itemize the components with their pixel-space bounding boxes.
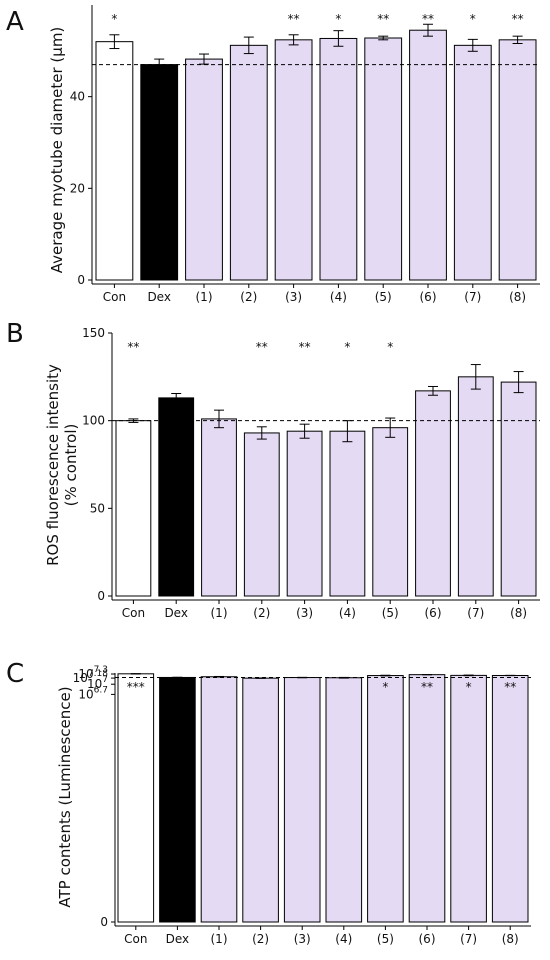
panel-a-y-tick-label: 0 (77, 273, 85, 287)
panel-a-bar-8 (453, 44, 492, 281)
panel-b-bar-4 (286, 430, 323, 597)
panel-a-x-tick-label-8: (7) (464, 290, 481, 304)
panel-b-x-tick-label-5: (4) (339, 606, 356, 620)
panel-c-x-tick-label-1: Dex (166, 932, 190, 946)
panel-a-significance-5: * (335, 12, 341, 26)
panel-b-bar-5 (329, 430, 366, 597)
panel-c-bar-4 (283, 677, 321, 923)
panel-c-x-tick-label-0: Con (124, 932, 147, 946)
panel-a-bar-4 (274, 39, 313, 281)
panel-c-x-tick-label-3: (2) (252, 932, 269, 946)
panel-c-y-tick-label: 107.18 (73, 669, 109, 685)
panel-c-bar-7 (408, 674, 446, 923)
panel-a-significance-8: * (470, 12, 476, 26)
panel-c-bar-6 (367, 675, 404, 923)
panel-c-y-tick-label: 107 (87, 675, 108, 691)
panel-a-significance-7: ** (422, 12, 434, 26)
panel-c-y-tick-label: 106.7 (78, 685, 108, 701)
panel-a-y-tick-label: 40 (70, 90, 85, 104)
panel-b-x-tick-label-0: Con (122, 606, 145, 620)
panel-b-significance-3: ** (256, 340, 268, 354)
panel-b-bar-6 (372, 427, 409, 597)
panel-a-y-axis-label: Average myotube diameter (µm) (48, 27, 66, 274)
panel-c-x-tick-label-4: (3) (294, 932, 311, 946)
panel-c-bar-1 (159, 676, 196, 923)
panel-a-bar-2 (185, 58, 223, 281)
panel-a-significance-4: ** (288, 12, 300, 26)
panel-c-y-axis-label: ATP contents (Luminescence) (56, 686, 74, 907)
panel-a-y-tick-label: 20 (70, 181, 85, 195)
panel-b-x-tick-label-4: (3) (296, 606, 313, 620)
panel-a-x-tick-label-0: Con (103, 290, 126, 304)
panel-b-x-tick-label-1: Dex (164, 606, 188, 620)
panel-c-bar-8 (450, 674, 487, 923)
panel-a-x-tick-label-2: (1) (196, 290, 213, 304)
panel-b-significance-4: ** (299, 340, 311, 354)
panel-b-x-tick-label-7: (6) (425, 606, 442, 620)
panel-c-bar-3 (242, 677, 279, 923)
panel-b-significance-5: * (344, 340, 350, 354)
panel-b-chart: B 0 50 100 150 ROS fluorescence intensity(% … (6, 319, 540, 620)
panel-a-x-tick-label-6: (5) (375, 290, 392, 304)
panel-a-significance-9: ** (512, 12, 524, 26)
panel-b-bar-9 (500, 381, 537, 597)
panel-c-x-tick-label-7: (6) (419, 932, 436, 946)
panel-b-bar-2 (201, 418, 237, 597)
panel-a-bar-3 (229, 44, 268, 281)
panel-c-significance-8: * (466, 680, 472, 694)
panel-c-x-tick-label-5: (4) (335, 932, 352, 946)
panel-b-bar-8 (457, 376, 494, 597)
panel-c-letter: C (6, 659, 24, 689)
panel-a-bar-0 (95, 41, 134, 281)
panel-c-significance-7: ** (421, 680, 433, 694)
panel-a-significance-0: * (111, 12, 117, 26)
panel-a-x-tick-label-5: (4) (330, 290, 347, 304)
panel-b-bar-7 (415, 390, 451, 597)
panel-c-significance-9: ** (504, 680, 516, 694)
panel-b-significance-6: * (387, 340, 393, 354)
panel-a-x-tick-label-9: (8) (509, 290, 526, 304)
panel-a-bar-6 (364, 37, 403, 281)
panel-c-x-tick-label-6: (5) (377, 932, 394, 946)
panel-c-x-tick-label-2: (1) (211, 932, 228, 946)
panel-a-x-tick-label-3: (2) (240, 290, 257, 304)
panel-b-x-tick-label-2: (1) (211, 606, 228, 620)
panel-b-bar-3 (243, 432, 280, 597)
panel-c-significance-6: * (382, 680, 388, 694)
panel-c-x-tick-label-8: (7) (460, 932, 477, 946)
panel-a-letter: A (6, 7, 24, 37)
panel-a-chart: A 0 20 40 Average myotube diameter (µm) * Con… (6, 5, 540, 304)
panel-b-y-tick-label: 100 (82, 414, 105, 428)
panel-b-y-tick-label: 50 (90, 501, 105, 515)
panel-a-bar-7 (409, 29, 447, 281)
panel-b-x-tick-label-9: (8) (510, 606, 527, 620)
panel-b-y-axis-label: ROS fluorescence intensity(% control) (44, 364, 80, 566)
panel-a-x-tick-label-7: (6) (420, 290, 437, 304)
panel-b-bar-1 (158, 397, 195, 597)
panel-c-x-tick-label-9: (8) (502, 932, 519, 946)
panel-a-bar-1 (140, 64, 179, 281)
panel-a-significance-6: ** (377, 12, 389, 26)
panel-c-bar-9 (491, 674, 529, 923)
panel-b-x-tick-label-3: (2) (253, 606, 270, 620)
panel-b-bar-0 (115, 420, 152, 597)
panel-c-y-tick-label: 0 (100, 915, 108, 929)
panel-c-significance-0: *** (127, 680, 145, 694)
panel-a-x-tick-label-4: (3) (285, 290, 302, 304)
panel-b-x-tick-label-6: (5) (382, 606, 399, 620)
panel-b-x-tick-label-8: (7) (467, 606, 484, 620)
panel-c-bar-2 (200, 676, 238, 923)
panel-b-y-tick-label: 0 (97, 589, 105, 603)
panel-b-letter: B (6, 319, 24, 349)
panel-b-y-tick-label: 150 (82, 326, 105, 340)
panel-a-bar-9 (498, 39, 537, 281)
panel-a-bar-5 (319, 37, 358, 281)
panel-c-bar-0 (117, 673, 155, 923)
panel-c-y-tick-label: 107.3 (78, 665, 108, 681)
panel-a-x-tick-label-1: Dex (147, 290, 171, 304)
panel-c-bar-5 (325, 677, 363, 923)
panel-b-significance-0: ** (127, 340, 139, 354)
